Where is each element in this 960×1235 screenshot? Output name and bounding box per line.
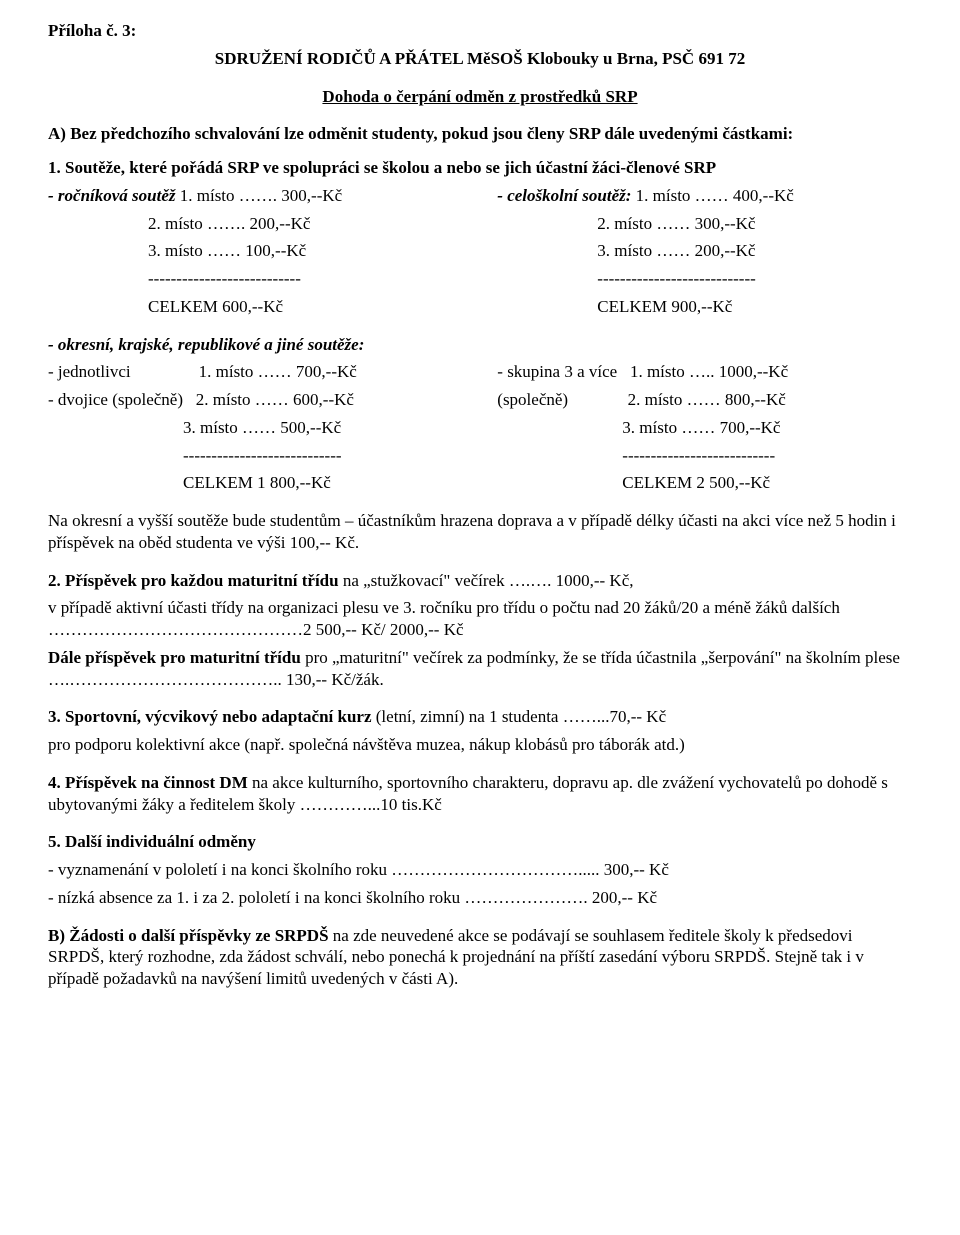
left2-row1: - jednotlivci 1. místo …… 700,--Kč <box>48 361 463 383</box>
right2-label2: (společně) <box>497 390 568 409</box>
s5-l2: - nízká absence za 1. i za 2. pololetí i… <box>48 887 912 909</box>
right-row: - celoškolní soutěž: 1. místo …… 400,--K… <box>497 185 912 207</box>
contest-left-col: - ročníková soutěž 1. místo ……. 300,--Kč… <box>48 185 463 324</box>
right-dash: ---------------------------- <box>497 268 912 290</box>
section-a-note: Na okresní a vyšší soutěže bude studentů… <box>48 510 912 554</box>
left-r3: 3. místo …… 100,--Kč <box>48 240 463 262</box>
right-r1: 1. místo …… 400,--Kč <box>636 186 794 205</box>
contest-block-1: - ročníková soutěž 1. místo ……. 300,--Kč… <box>48 185 912 324</box>
s4-line1-bold: 4. Příspěvek na činnost DM <box>48 773 248 792</box>
s2-line1-bold: 2. Příspěvek pro každou maturitní třídu <box>48 571 339 590</box>
left-row: - ročníková soutěž 1. místo ……. 300,--Kč <box>48 185 463 207</box>
s2-line3: Dále příspěvek pro maturitní třídu pro „… <box>48 647 912 691</box>
left-r1: 1. místo ……. 300,--Kč <box>180 186 342 205</box>
left2-label2: - dvojice (společně) <box>48 390 183 409</box>
s4-line1: 4. Příspěvek na činnost DM na akce kultu… <box>48 772 912 816</box>
left-total: CELKEM 600,--Kč <box>48 296 463 318</box>
right2-r2: 2. místo …… 800,--Kč <box>628 390 786 409</box>
right-label: - celoškolní soutěž: <box>497 186 631 205</box>
contest2-left-col: - jednotlivci 1. místo …… 700,--Kč - dvo… <box>48 361 463 500</box>
s3-line1-bold: 3. Sportovní, výcvikový nebo adaptační k… <box>48 707 372 726</box>
s2-line3-bold: Dále příspěvek pro maturitní třídu <box>48 648 301 667</box>
document-page: Příloha č. 3: SDRUŽENÍ RODIČŮ A PŘÁTEL M… <box>0 0 960 1036</box>
right2-total: CELKEM 2 500,--Kč <box>497 472 912 494</box>
right2-r1: 1. místo ….. 1000,--Kč <box>630 362 788 381</box>
left2-r1: 1. místo …… 700,--Kč <box>199 362 357 381</box>
left-r2: 2. místo ……. 200,--Kč <box>48 213 463 235</box>
org-name: SDRUŽENÍ RODIČŮ A PŘÁTEL MěSOŠ Klobouky … <box>48 48 912 70</box>
s2-line1-rest: na „stužkovací" večírek ….…. 1000,-- Kč, <box>339 571 634 590</box>
contest2-right-col: - skupina 3 a více 1. místo ….. 1000,--K… <box>497 361 912 500</box>
right-r3: 3. místo …… 200,--Kč <box>497 240 912 262</box>
section-b-bold: B) Žádosti o další příspěvky ze SRPDŠ <box>48 926 329 945</box>
s5-l1: - vyznamenání v pololetí i na konci škol… <box>48 859 912 881</box>
left2-r3: 3. místo …… 500,--Kč <box>48 417 463 439</box>
right2-label1: - skupina 3 a více <box>497 362 617 381</box>
left-dash: --------------------------- <box>48 268 463 290</box>
contest-block-2: - jednotlivci 1. místo …… 700,--Kč - dvo… <box>48 361 912 500</box>
right2-r3: 3. místo …… 700,--Kč <box>497 417 912 439</box>
s1-lead: 1. Soutěže, které pořádá SRP ve spoluprá… <box>48 157 912 179</box>
left2-dash: ---------------------------- <box>48 445 463 467</box>
s2-line2: v případě aktivní účasti třídy na organi… <box>48 597 912 641</box>
right2-row2: (společně) 2. místo …… 800,--Kč <box>497 389 912 411</box>
s5-title: 5. Další individuální odměny <box>48 831 912 853</box>
s3-line1-rest: (letní, zimní) na 1 studenta ……...70,-- … <box>372 707 667 726</box>
s1b-title: - okresní, krajské, republikové a jiné s… <box>48 334 912 356</box>
right2-row1: - skupina 3 a více 1. místo ….. 1000,--K… <box>497 361 912 383</box>
s3-line2: pro podporu kolektivní akce (např. spole… <box>48 734 912 756</box>
left-label: - ročníková soutěž <box>48 186 176 205</box>
section-a-intro: A) Bez předchozího schvalování lze odměn… <box>48 123 912 145</box>
right-r2: 2. místo …… 300,--Kč <box>497 213 912 235</box>
contest-right-col: - celoškolní soutěž: 1. místo …… 400,--K… <box>497 185 912 324</box>
left2-r2: 2. místo …… 600,--Kč <box>196 390 354 409</box>
left2-label1: - jednotlivci <box>48 362 131 381</box>
right2-dash: --------------------------- <box>497 445 912 467</box>
s2-line1: 2. Příspěvek pro každou maturitní třídu … <box>48 570 912 592</box>
s3-line1: 3. Sportovní, výcvikový nebo adaptační k… <box>48 706 912 728</box>
doc-title: Dohoda o čerpání odměn z prostředků SRP <box>48 86 912 108</box>
section-b: B) Žádosti o další příspěvky ze SRPDŠ na… <box>48 925 912 990</box>
left2-row2: - dvojice (společně) 2. místo …… 600,--K… <box>48 389 463 411</box>
attachment-label: Příloha č. 3: <box>48 20 912 42</box>
right-total: CELKEM 900,--Kč <box>497 296 912 318</box>
left2-total: CELKEM 1 800,--Kč <box>48 472 463 494</box>
